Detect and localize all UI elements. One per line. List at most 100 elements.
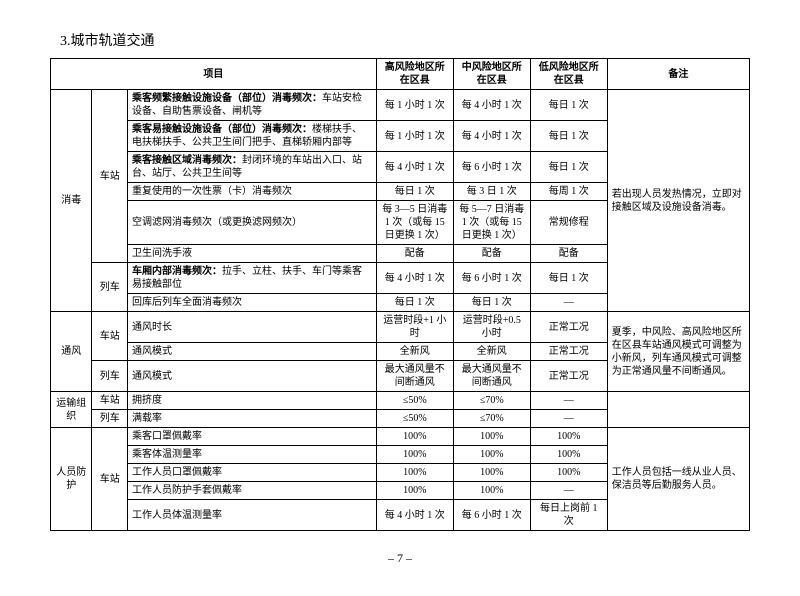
cell: 每日 1 次 bbox=[530, 121, 607, 152]
cell-item: 乘客体温测量率 bbox=[127, 446, 376, 464]
cell: 每日 1 次 bbox=[376, 183, 453, 201]
cell-item: 乘客接触区域消毒频次：封闭环境的车站出入口、站台、站厅、公共卫生间等 bbox=[127, 152, 376, 183]
cell-item: 重复使用的一次性票（卡）消毒频次 bbox=[127, 183, 376, 201]
cell: 每 4 小时 1 次 bbox=[453, 121, 530, 152]
cell: 100% bbox=[453, 464, 530, 482]
note-cell: 若出现人员发热情况，立即对接触区域及设施设备消毒。 bbox=[607, 90, 749, 312]
sub-station: 车站 bbox=[92, 312, 128, 361]
cell: 配备 bbox=[530, 245, 607, 263]
cell: — bbox=[530, 294, 607, 312]
col-high: 高风险地区所在区县 bbox=[376, 59, 453, 90]
cell: 100% bbox=[453, 428, 530, 446]
sub-train: 列车 bbox=[92, 361, 128, 392]
cell: 每 3—5 日消毒 1 次（或每 15 日更换 1 次） bbox=[376, 201, 453, 245]
note-cell: 工作人员包括一线从业人员、保洁员等后勤服务人员。 bbox=[607, 428, 749, 531]
cell: 100% bbox=[376, 446, 453, 464]
table-row: 人员防护 车站 乘客口罩佩戴率 100% 100% 100% 工作人员包括一线从… bbox=[51, 428, 750, 446]
cell: ≤70% bbox=[453, 392, 530, 410]
cell: ≤70% bbox=[453, 410, 530, 428]
cell-item: 车厢内部消毒频次：拉手、立柱、扶手、车门等乘客易接触部位 bbox=[127, 263, 376, 294]
cell: 运营时段+0.5 小时 bbox=[453, 312, 530, 343]
cell: 配备 bbox=[453, 245, 530, 263]
cell: 100% bbox=[530, 446, 607, 464]
cell: 100% bbox=[453, 482, 530, 500]
cell-item: 通风模式 bbox=[127, 361, 376, 392]
cell: 每 4 小时 1 次 bbox=[453, 90, 530, 121]
cell-item: 通风模式 bbox=[127, 343, 376, 361]
cell-item: 乘客频繁接触设施设备（部位）消毒频次：车站安检设备、自助售票设备、闸机等 bbox=[127, 90, 376, 121]
cell: 100% bbox=[453, 446, 530, 464]
cell: 100% bbox=[530, 428, 607, 446]
cell: 运营时段+1 小时 bbox=[376, 312, 453, 343]
cell: 正常工况 bbox=[530, 361, 607, 392]
cell-item: 乘客易接触设施设备（部位）消毒频次：楼梯扶手、电扶梯扶手、公共卫生间门把手、直梯… bbox=[127, 121, 376, 152]
table-row: 通风 车站 通风时长 运营时段+1 小时 运营时段+0.5 小时 正常工况 夏季… bbox=[51, 312, 750, 343]
sub-train: 列车 bbox=[92, 410, 128, 428]
col-project: 项目 bbox=[51, 59, 377, 90]
note-cell: 夏季，中风险、高风险地区所在区县车站通风模式可调整为小新风，列车通风模式可调整为… bbox=[607, 312, 749, 392]
cell-item: 卫生间洗手液 bbox=[127, 245, 376, 263]
cell: 每 4 小时 1 次 bbox=[376, 152, 453, 183]
cell-item: 拥挤度 bbox=[127, 392, 376, 410]
cell: 100% bbox=[376, 428, 453, 446]
col-low: 低风险地区所在区县 bbox=[530, 59, 607, 90]
cell: ≤50% bbox=[376, 392, 453, 410]
cell-item: 通风时长 bbox=[127, 312, 376, 343]
table-row: 消毒 车站 乘客频繁接触设施设备（部位）消毒频次：车站安检设备、自助售票设备、闸… bbox=[51, 90, 750, 121]
rail-transit-table: 项目 高风险地区所在区县 中风险地区所在区县 低风险地区所在区县 备注 消毒 车… bbox=[50, 58, 750, 531]
cell-item: 工作人员防护手套佩戴率 bbox=[127, 482, 376, 500]
sub-station: 车站 bbox=[92, 428, 128, 531]
cell: 每日 1 次 bbox=[530, 263, 607, 294]
cell: ≤50% bbox=[376, 410, 453, 428]
cell: 配备 bbox=[376, 245, 453, 263]
header-row: 项目 高风险地区所在区县 中风险地区所在区县 低风险地区所在区县 备注 bbox=[51, 59, 750, 90]
cell: 最大通风量不间断通风 bbox=[453, 361, 530, 392]
cell: 每 4 小时 1 次 bbox=[376, 500, 453, 531]
sub-station: 车站 bbox=[92, 392, 128, 410]
cell: 每日 1 次 bbox=[530, 90, 607, 121]
cell-item: 回库后列车全面消毒频次 bbox=[127, 294, 376, 312]
cell: 每周 1 次 bbox=[530, 183, 607, 201]
cell: 100% bbox=[376, 464, 453, 482]
cell: 每 6 小时 1 次 bbox=[453, 263, 530, 294]
col-mid: 中风险地区所在区县 bbox=[453, 59, 530, 90]
cell: 每 1 小时 1 次 bbox=[376, 90, 453, 121]
sub-train: 列车 bbox=[92, 263, 128, 312]
cell: 每 4 小时 1 次 bbox=[376, 263, 453, 294]
cell-item: 满载率 bbox=[127, 410, 376, 428]
cell-item: 工作人员体温测量率 bbox=[127, 500, 376, 531]
cell: 每日 1 次 bbox=[453, 294, 530, 312]
cell-item: 乘客口罩佩戴率 bbox=[127, 428, 376, 446]
cell: 每 6 小时 1 次 bbox=[453, 152, 530, 183]
col-note: 备注 bbox=[607, 59, 749, 90]
cell: 100% bbox=[530, 464, 607, 482]
sub-station: 车站 bbox=[92, 90, 128, 263]
cell-item: 空调滤网消毒频次（或更换滤网频次） bbox=[127, 201, 376, 245]
cell: 每日 1 次 bbox=[376, 294, 453, 312]
cell: 100% bbox=[376, 482, 453, 500]
cell: 全新风 bbox=[376, 343, 453, 361]
cell: 每 1 小时 1 次 bbox=[376, 121, 453, 152]
cell: 每日 1 次 bbox=[530, 152, 607, 183]
cell: 全新风 bbox=[453, 343, 530, 361]
cell: 正常工况 bbox=[530, 343, 607, 361]
cell: — bbox=[530, 410, 607, 428]
group-vent: 通风 bbox=[51, 312, 92, 392]
cell: — bbox=[530, 392, 607, 410]
cell: 最大通风量不间断通风 bbox=[376, 361, 453, 392]
cell: 每 5—7 日消毒 1 次（或每 15 日更换 1 次） bbox=[453, 201, 530, 245]
note-cell bbox=[607, 392, 749, 428]
group-disinfect: 消毒 bbox=[51, 90, 92, 312]
cell: — bbox=[530, 482, 607, 500]
group-protect: 人员防护 bbox=[51, 428, 92, 531]
cell: 正常工况 bbox=[530, 312, 607, 343]
section-title: 3.城市轨道交通 bbox=[60, 30, 750, 50]
cell: 常规修程 bbox=[530, 201, 607, 245]
table-row: 运输组织 车站 拥挤度 ≤50% ≤70% — bbox=[51, 392, 750, 410]
page-number: – 7 – bbox=[50, 551, 750, 566]
cell: 每日上岗前 1 次 bbox=[530, 500, 607, 531]
cell-item: 工作人员口罩佩戴率 bbox=[127, 464, 376, 482]
cell: 每 6 小时 1 次 bbox=[453, 500, 530, 531]
cell: 每 3 日 1 次 bbox=[453, 183, 530, 201]
group-transport: 运输组织 bbox=[51, 392, 92, 428]
